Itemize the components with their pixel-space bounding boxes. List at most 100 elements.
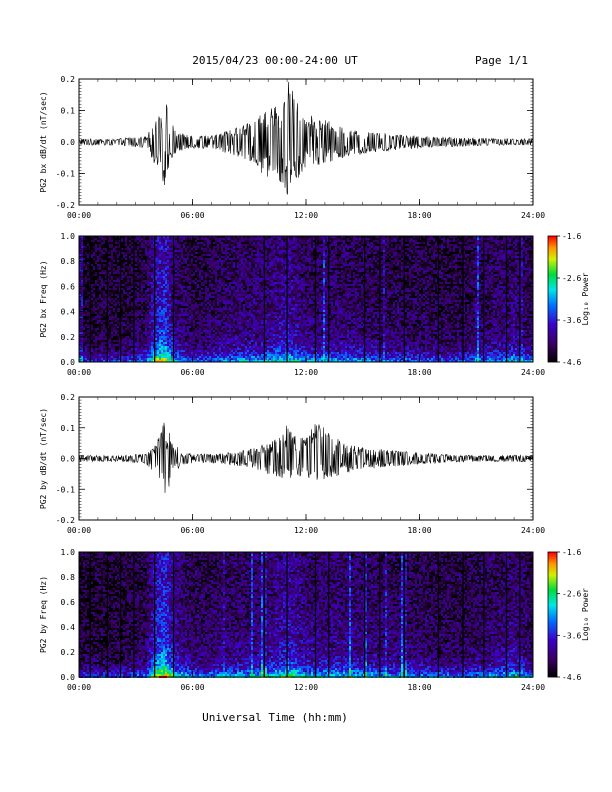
spectrogram-cell <box>99 336 101 338</box>
spectrogram-cell <box>177 310 179 312</box>
spectrogram-cell <box>227 266 229 268</box>
spectrogram-cell <box>125 238 127 240</box>
spectrogram-cell <box>229 240 231 242</box>
spectrogram-cell <box>193 262 195 264</box>
spectrogram-cell <box>169 276 171 278</box>
spectrogram-cell <box>97 300 99 302</box>
spectrogram-cell <box>103 248 105 250</box>
spectrogram-cell <box>103 284 105 286</box>
spectrogram-cell <box>195 346 197 348</box>
spectrogram-cell <box>179 320 181 322</box>
spectrogram-cell <box>209 360 211 362</box>
spectrogram-cell <box>229 246 231 248</box>
spectrogram-cell <box>149 262 151 264</box>
spectrogram-cell <box>193 328 195 330</box>
spectrogram-cell <box>135 284 137 286</box>
spectrogram-cell <box>165 282 167 284</box>
spectrogram-cell <box>157 280 159 282</box>
spectrogram-cell <box>231 284 233 286</box>
spectrogram-cell <box>95 296 97 298</box>
spectrogram-cell <box>123 304 125 306</box>
spectrogram-cell <box>201 312 203 314</box>
spectrogram-cell <box>165 278 167 280</box>
spectrogram-cell <box>109 238 111 240</box>
spectrogram-cell <box>81 270 83 272</box>
spectrogram-cell <box>223 266 225 268</box>
spectrogram-cell <box>169 274 171 276</box>
spectrogram-cell <box>185 274 187 276</box>
spectrogram-cell <box>191 242 193 244</box>
spectrogram-cell <box>157 266 159 268</box>
spectrogram-cell <box>131 242 133 244</box>
spectrogram-cell <box>199 252 201 254</box>
spectrogram-cell <box>215 354 217 356</box>
spectrogram-cell <box>199 310 201 312</box>
spectrogram-cell <box>143 262 145 264</box>
spectrogram-cell <box>79 348 81 350</box>
spectrogram-cell <box>183 360 185 362</box>
spectrogram-cell <box>121 354 123 356</box>
spectrogram-cell <box>155 332 157 334</box>
spectrogram-cell <box>199 352 201 354</box>
spectrogram-cell <box>85 256 87 258</box>
spectrogram-cell <box>123 264 125 266</box>
spectrogram-cell <box>171 324 173 326</box>
spectrogram-cell <box>85 274 87 276</box>
spectrogram-cell <box>189 270 191 272</box>
spectrogram-cell <box>83 348 85 350</box>
spectrogram-cell <box>79 312 81 314</box>
spectrogram-cell <box>223 238 225 240</box>
spectrogram-cell <box>211 308 213 310</box>
spectrogram-cell <box>103 240 105 242</box>
spectrogram-cell <box>117 360 119 362</box>
spectrogram-cell <box>149 324 151 326</box>
spectrogram-cell <box>177 264 179 266</box>
spectrogram-cell <box>111 310 113 312</box>
spectrogram-cell <box>205 280 207 282</box>
spectrogram-cell <box>227 288 229 290</box>
spectrogram-cell <box>105 270 107 272</box>
spectrogram-cell <box>157 350 159 352</box>
spectrogram-cell <box>107 274 109 276</box>
spectrogram-cell <box>155 322 157 324</box>
spectrogram-cell <box>165 352 167 354</box>
spectrogram-cell <box>175 268 177 270</box>
spectrogram-cell <box>199 332 201 334</box>
spectrogram-cell <box>215 348 217 350</box>
spectrogram-cell <box>131 352 133 354</box>
spectrogram-cell <box>129 352 131 354</box>
spectrogram-cell <box>227 340 229 342</box>
spectrogram-cell <box>85 312 87 314</box>
spectrogram-cell <box>211 242 213 244</box>
spectrogram-cell <box>123 286 125 288</box>
spectrogram-cell <box>195 282 197 284</box>
spectrogram-cell <box>181 242 183 244</box>
spectrogram-cell <box>157 346 159 348</box>
spectrogram-cell <box>215 280 217 282</box>
spectrogram-cell <box>163 342 165 344</box>
spectrogram-cell <box>159 248 161 250</box>
spectrogram-cell <box>107 264 109 266</box>
spectrogram-cell <box>153 348 155 350</box>
spectrogram-cell <box>127 328 129 330</box>
spectrogram-cell <box>87 330 89 332</box>
spectrogram-cell <box>131 356 133 358</box>
spectrogram-cell <box>139 298 141 300</box>
spectrogram-cell <box>135 350 137 352</box>
spectrogram-cell <box>101 344 103 346</box>
spectrogram-cell <box>93 360 95 362</box>
spectrogram-cell <box>107 358 109 360</box>
spectrogram-cell <box>165 238 167 240</box>
spectrogram-cell <box>149 310 151 312</box>
spectrogram-cell <box>197 268 199 270</box>
spectrogram-cell <box>187 328 189 330</box>
spectrogram-cell <box>119 360 121 362</box>
spectrogram-cell <box>155 268 157 270</box>
spectrogram-cell <box>119 328 121 330</box>
spectrogram-cell <box>121 252 123 254</box>
spectrogram-cell <box>115 308 117 310</box>
spectrogram-cell <box>93 270 95 272</box>
spectrogram-cell <box>109 316 111 318</box>
spectrogram-cell <box>121 302 123 304</box>
spectrogram-cell <box>171 338 173 340</box>
